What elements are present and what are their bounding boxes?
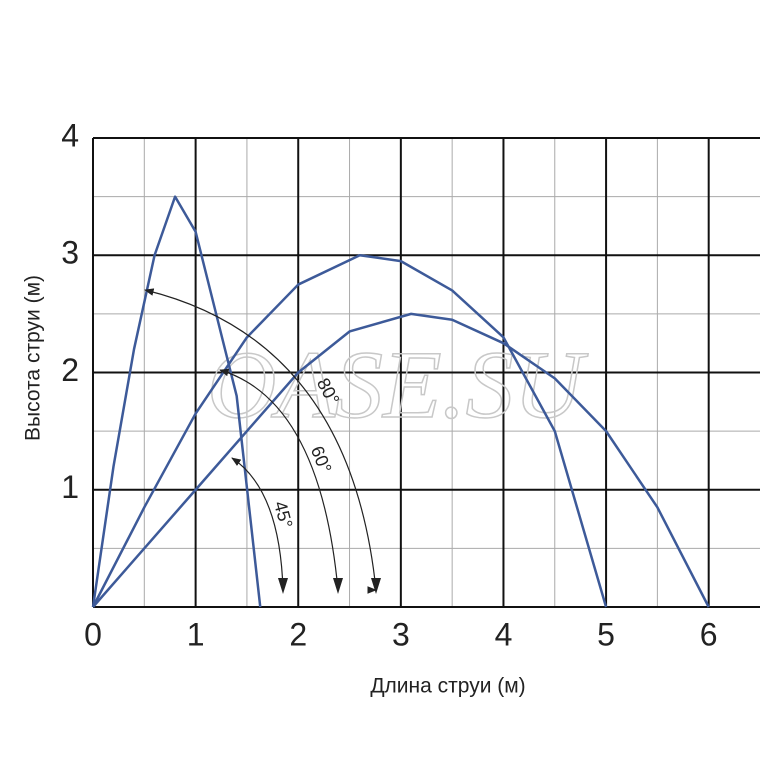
arrow-heads [278, 578, 381, 594]
plot [91, 195, 710, 608]
x-tick-label: 6 [700, 616, 718, 652]
x-tick-label: 2 [289, 616, 307, 652]
x-tick-label: 4 [495, 616, 513, 652]
arrow-head [371, 578, 381, 594]
angle-label: 45° [270, 499, 296, 530]
series-line [91, 254, 608, 608]
arrow [219, 368, 339, 591]
y-tick-label: 1 [61, 469, 79, 505]
x-axis-label: Длина струи (м) [370, 675, 525, 698]
x-tick-label: 1 [187, 616, 205, 652]
x-tick-label: 3 [392, 616, 410, 652]
arrow-head [333, 578, 343, 594]
angle-label: 60° [307, 443, 336, 476]
watermark: OASE.SU [207, 331, 589, 438]
arrow [231, 457, 284, 591]
y-tick-label: 2 [61, 352, 79, 388]
x-tick-label: 5 [597, 616, 615, 652]
y-tick-label: 4 [61, 117, 79, 153]
series-line [92, 312, 710, 608]
y-axis-label: Высота струи (м) [22, 275, 45, 441]
arrow [144, 288, 377, 591]
angle-arrows [144, 288, 377, 591]
series-line [91, 195, 262, 608]
y-tick-label: 3 [61, 235, 79, 271]
x-tick-label: 0 [84, 616, 102, 652]
arrow-head [278, 578, 288, 594]
